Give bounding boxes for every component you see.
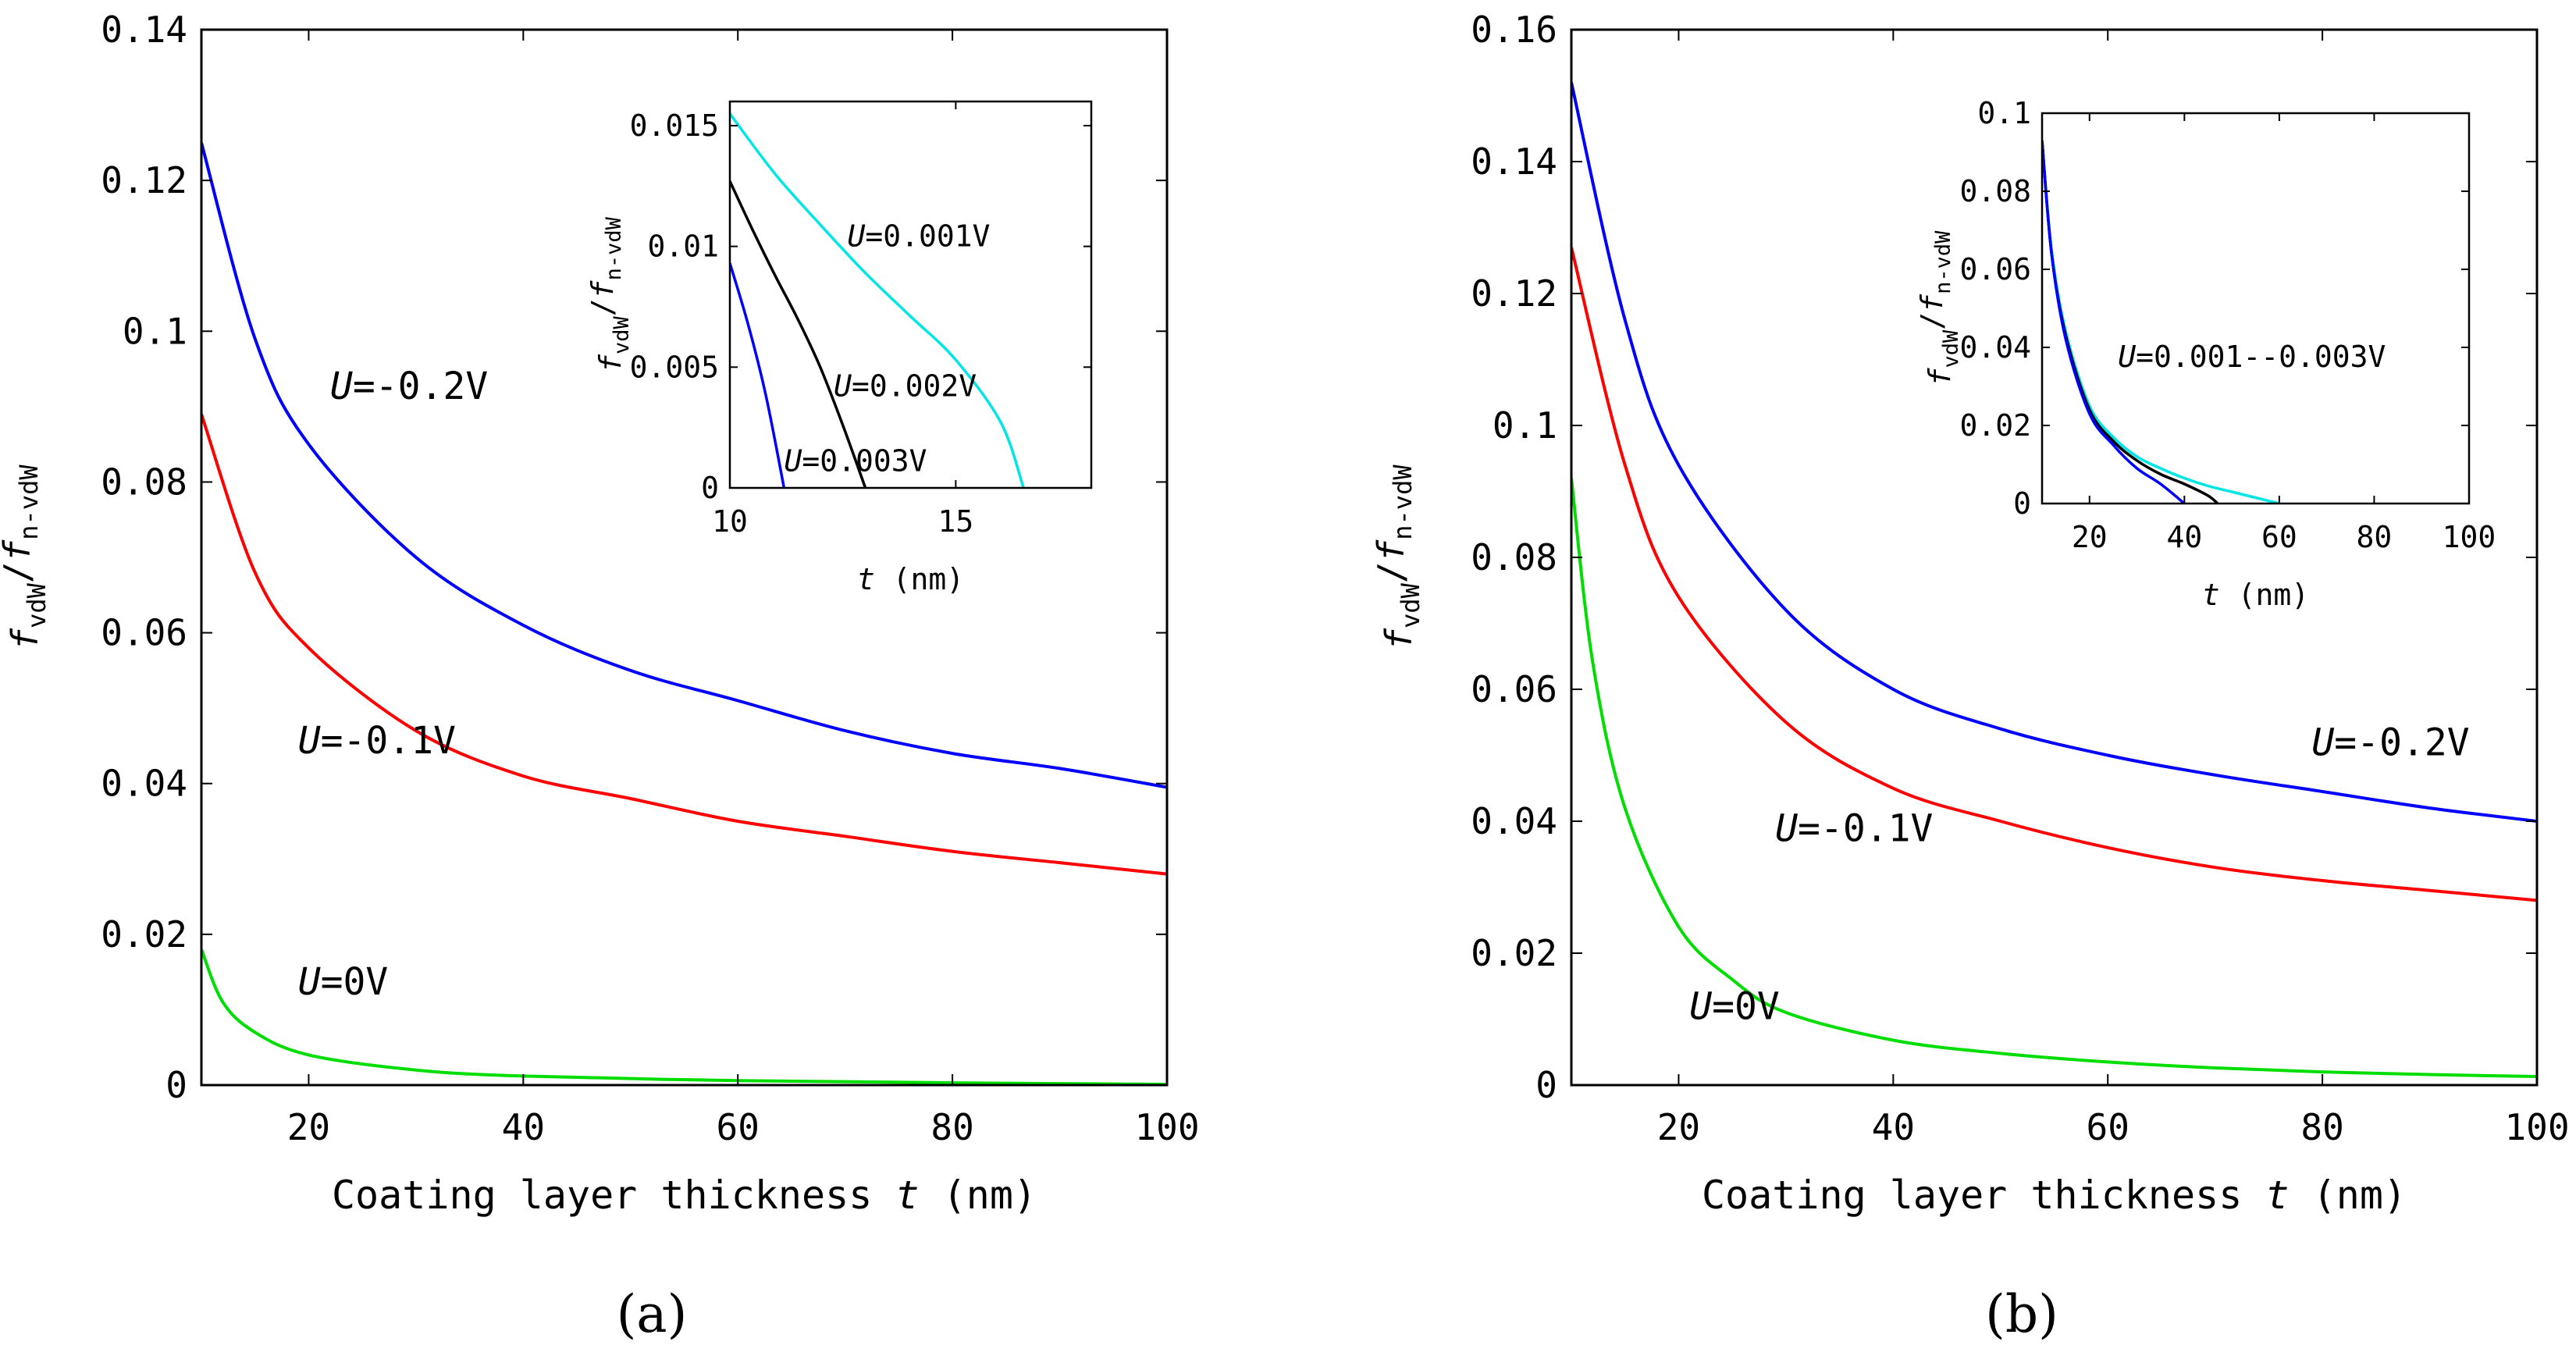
main-annotation: U=-0.2V: [2311, 721, 2469, 765]
inset-background: [730, 101, 1091, 488]
inset-background: [2042, 113, 2469, 504]
main-xtick-label: 80: [2300, 1106, 2343, 1148]
inset-ytick-label: 0: [2013, 486, 2031, 521]
main-series-u-0.2v: [1571, 82, 2537, 823]
inset-ytick-label: 0.005: [630, 350, 719, 384]
inset-ytick-label: 0: [701, 471, 719, 505]
inset-annotation: U=0.002V: [834, 368, 977, 403]
main-ytick-label: 0.16: [1471, 9, 1557, 51]
inset-annotation: U=0.003V: [784, 443, 927, 478]
inset-frame: [2041, 112, 2471, 505]
chart-panel-a: 20 40 60 80 10000.020.040.060.080.10.120.14U…: [0, 9, 1200, 1344]
inset-y-axis-label: fvdW/fn-vdW: [585, 216, 634, 372]
main-ytick-label: 0.08: [1471, 536, 1557, 578]
chart-panel-b: 20 40 60 80 10000.020.040.060.080.10.120.140…: [1370, 9, 2570, 1344]
main-annotation: U=0V: [298, 960, 389, 1004]
x-axis-label: Coating layer thickness t (nm): [332, 1173, 1037, 1218]
main-ytick-label: 0.04: [101, 763, 187, 805]
main-ytick-label: 0.08: [101, 461, 187, 503]
inset-ytick-label: 0.08: [1959, 174, 2031, 208]
inset-annotation: U=0.001V: [847, 219, 990, 254]
main-ytick-label: 0.12: [1471, 272, 1557, 315]
inset-frame: [728, 100, 1093, 489]
main-annotation: U=-0.2V: [330, 365, 488, 408]
main-series-u-0.1v: [1571, 247, 2537, 902]
inset-y-axis-label: fvdW/fn-vdW: [1915, 230, 1963, 386]
main-xtick-label: 40: [1872, 1106, 1915, 1148]
main-ytick-label: 0.14: [1471, 141, 1557, 183]
main-ytick-label: 0.04: [1471, 800, 1557, 842]
y-axis-label: fvdW/fn-vdW: [0, 464, 52, 650]
main-xtick-label: 20: [1657, 1106, 1700, 1148]
main-series-u-0.1v: [201, 413, 1167, 876]
inset-xtick-label: 60: [2261, 520, 2297, 554]
main-xtick-label: 40: [502, 1106, 545, 1148]
inset-series-u0.002v: [730, 180, 867, 488]
main-ytick-label: 0.06: [1471, 668, 1557, 710]
y-axis-label: fvdW/fn-vdW: [1370, 464, 1425, 650]
main-curves: [1571, 82, 2537, 1078]
main-xtick-label: 80: [930, 1106, 973, 1148]
inset-xtick-label: 100: [2443, 520, 2496, 554]
main-ytick-label: 0.1: [123, 310, 187, 352]
main-ytick-label: 0.1: [1493, 404, 1557, 447]
inset-xtick-label: 15: [938, 504, 973, 539]
inset-xtick-label: 10: [712, 504, 748, 539]
main-xtick-label: 60: [2087, 1106, 2129, 1148]
inset-chart: 10 15 0 0.005 0.01 0.015 U=0.001V U=0.002V U=0.0…: [585, 100, 1093, 596]
inset-ytick-label: 0.06: [1959, 252, 2031, 286]
panel-label: (a): [617, 1284, 688, 1344]
inset-series-u0.001v: [730, 112, 1025, 488]
inset-series-u0.003v: [2042, 140, 2186, 504]
inset-curves: [2042, 140, 2280, 504]
main-xtick-label: 60: [717, 1106, 760, 1148]
inset-xtick-label: 80: [2357, 520, 2393, 554]
inset-ytick-label: 0.1: [1977, 96, 2031, 130]
main-annotation: U=-0.1V: [1775, 806, 1933, 850]
inset-ytick-label: 0.01: [647, 230, 719, 264]
main-series-u-0.2v: [201, 142, 1167, 789]
inset-ytick-label: 0.04: [1959, 330, 2031, 365]
main-series-u0v: [1571, 478, 2537, 1078]
inset-xtick-label: 20: [2072, 520, 2108, 554]
inset-chart: 20 40 60 80 100 0 0.02 0.04 0.06 0.08 0.1 U=0.001--…: [1915, 96, 2496, 612]
main-frame: [200, 28, 1169, 1087]
main-annotation: U=-0.1V: [298, 719, 456, 763]
main-ytick-label: 0.06: [101, 612, 187, 654]
main-ytick-label: 0.02: [101, 913, 187, 956]
panel-label: (b): [1985, 1284, 2058, 1344]
main-ytick-label: 0: [165, 1064, 187, 1106]
inset-x-axis-label: t (nm): [857, 562, 964, 596]
main-annotation: U=0V: [1689, 985, 1780, 1029]
inset-xtick-label: 40: [2166, 520, 2202, 554]
inset-annotation: U=0.001--0.003V: [2118, 340, 2386, 374]
inset-ytick-label: 0.015: [630, 109, 719, 143]
inset-ytick-label: 0.02: [1959, 408, 2031, 443]
inset-x-axis-label: t (nm): [2202, 578, 2309, 612]
main-ytick-label: 0.02: [1471, 932, 1557, 974]
inset-curves: [730, 112, 1025, 488]
main-ytick-label: 0: [1535, 1064, 1557, 1106]
main-xtick-label: 20: [287, 1106, 330, 1148]
main-ytick-label: 0.14: [101, 9, 187, 51]
main-xtick-label: 100: [2504, 1106, 2569, 1148]
inset-series-u0.003v: [730, 262, 786, 488]
x-axis-label: Coating layer thickness t (nm): [1702, 1173, 2407, 1218]
main-ytick-label: 0.12: [101, 159, 187, 201]
main-xtick-label: 100: [1134, 1106, 1199, 1148]
